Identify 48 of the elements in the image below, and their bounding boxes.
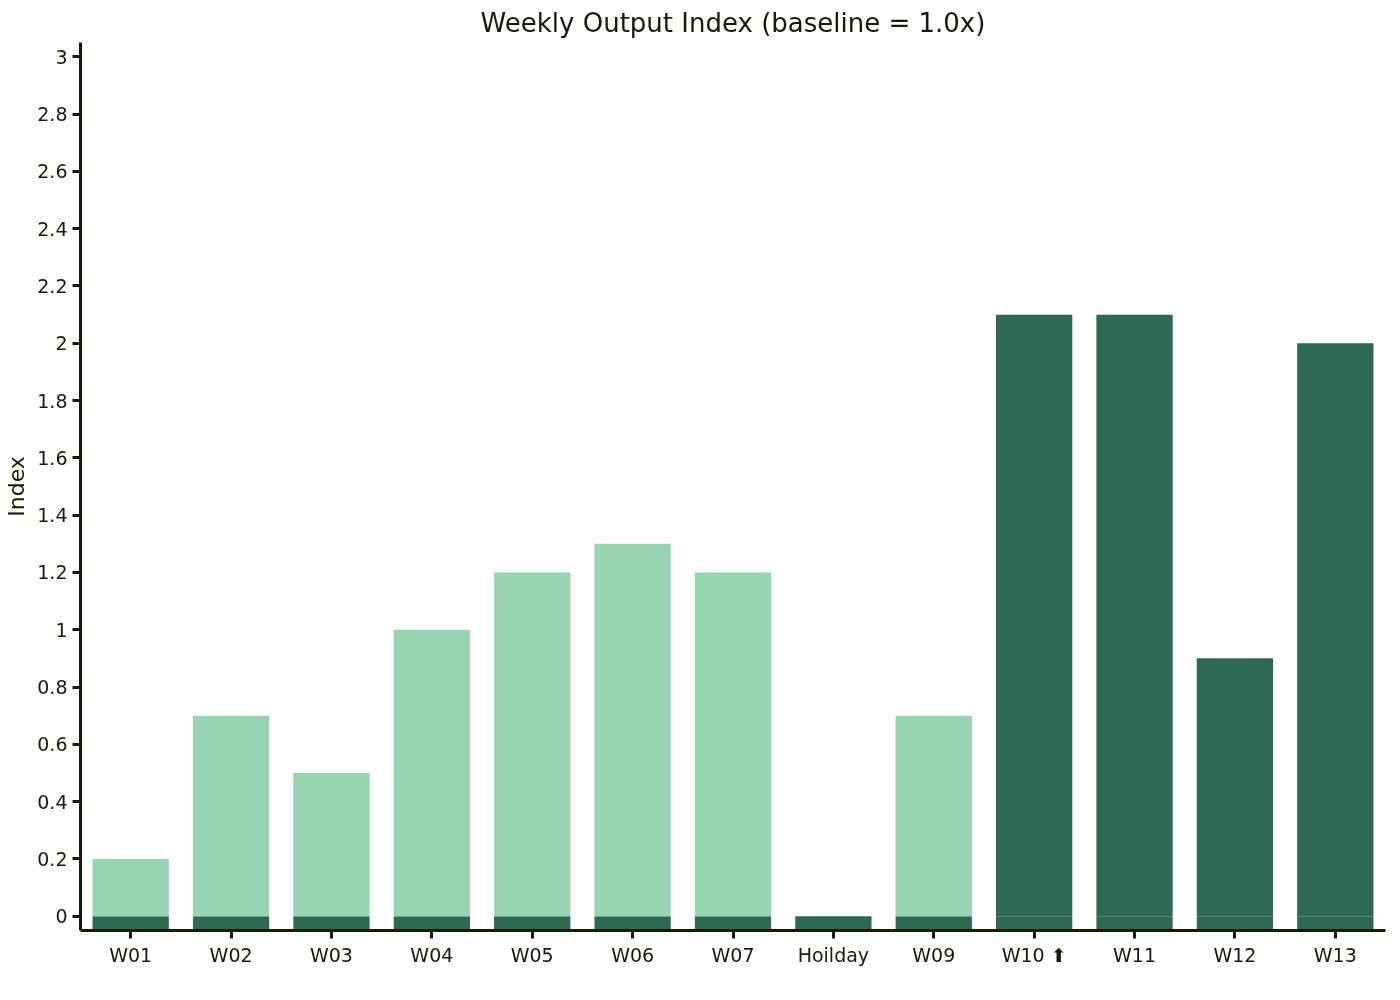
bar <box>895 715 972 917</box>
y-tick-label: 2.2 <box>37 274 68 297</box>
y-tick-label: 1.6 <box>37 446 68 469</box>
y-tick-label: 1.8 <box>37 389 68 412</box>
bar <box>393 629 470 917</box>
bar <box>694 572 772 917</box>
y-tick-label: 2.6 <box>37 160 68 183</box>
y-tick-label: 2 <box>55 332 68 355</box>
y-tick-label: 0.8 <box>37 676 68 699</box>
y-tick-label: 2.8 <box>37 103 68 126</box>
x-tick-label: W02 <box>209 943 253 966</box>
bar <box>895 916 972 931</box>
y-tick-label: 3 <box>55 45 68 68</box>
chart-title: Weekly Output Index (baseline = 1.0x) <box>480 7 986 38</box>
x-tick-label: W10 ⬆ <box>1001 943 1067 966</box>
bar <box>293 772 370 917</box>
x-tick-label: W11 <box>1113 943 1157 966</box>
bar <box>594 916 671 931</box>
y-tick-label: 1 <box>55 618 68 641</box>
y-tick-label: 1.4 <box>37 504 68 527</box>
bar <box>594 543 671 917</box>
bar <box>694 916 772 931</box>
bar <box>192 715 270 917</box>
x-tick-label: W06 <box>611 943 655 966</box>
x-tick-label: W13 <box>1313 943 1357 966</box>
y-axis-title: Index <box>4 456 30 517</box>
x-tick-label: W05 <box>510 943 554 966</box>
y-tick-label: 0.4 <box>37 790 68 813</box>
x-tick-label: W03 <box>309 943 353 966</box>
bar <box>494 916 571 931</box>
bar <box>795 916 872 931</box>
x-tick-label: W04 <box>410 943 454 966</box>
y-tick-label: 0.2 <box>37 847 68 870</box>
bar <box>393 916 470 931</box>
bar <box>92 858 169 917</box>
x-tick-label: W12 <box>1213 943 1257 966</box>
x-tick-label: W07 <box>711 943 755 966</box>
x-tick-label: Hoilday <box>797 943 870 966</box>
x-tick-label: W01 <box>109 943 153 966</box>
bar <box>494 572 571 917</box>
y-tick-label: 0.6 <box>37 733 68 756</box>
y-tick-label: 0 <box>55 905 68 928</box>
bar <box>92 916 169 931</box>
y-tick-label: 1.2 <box>37 561 68 584</box>
bar <box>293 916 370 931</box>
x-tick-label: W09 <box>912 943 956 966</box>
bar <box>192 916 270 931</box>
y-tick-label: 2.4 <box>37 217 68 240</box>
